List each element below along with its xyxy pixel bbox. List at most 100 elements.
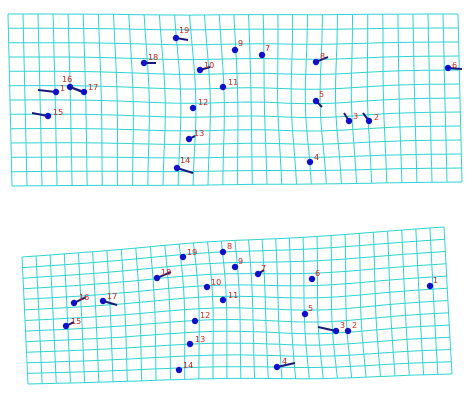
landmark-12: 12 [191, 311, 210, 325]
grid-column-line [207, 241, 214, 379]
landmark-point [312, 97, 320, 105]
landmark-point [219, 248, 227, 256]
landmark-11: 11 [219, 291, 238, 304]
grid-row-line [10, 111, 461, 119]
landmark-label: 17 [88, 83, 98, 92]
landmark-point [345, 117, 353, 125]
landmark-19: 19 [179, 248, 197, 261]
grid-column-line [366, 14, 373, 184]
landmark-label: 11 [228, 291, 238, 300]
landmark-point [306, 158, 314, 166]
landmark-8: 8 [312, 52, 329, 66]
grid-row-line [26, 336, 450, 353]
landmark-label: 4 [314, 153, 319, 162]
deformation-grid [7, 13, 463, 187]
grid-column-line [92, 251, 100, 383]
grid-column-line [82, 14, 88, 186]
landmark-label: 14 [183, 361, 193, 370]
landmark-5: 5 [301, 304, 313, 318]
grid-column-line [248, 239, 256, 379]
landmark-15: 15 [31, 108, 63, 120]
grid-row-line [27, 361, 452, 374]
landmark-point [231, 263, 239, 271]
landmark-label: 12 [200, 311, 210, 320]
landmark-point [258, 51, 266, 59]
landmark-11: 11 [219, 78, 238, 91]
grid-column-line [429, 227, 439, 375]
landmark-point [196, 66, 204, 74]
landmark-label: 9 [238, 257, 243, 266]
grid-column-line [330, 235, 338, 379]
grid-row-line [8, 13, 458, 16]
grid-row-line [10, 125, 461, 132]
landmark-point [179, 253, 187, 261]
landmark-label: 10 [204, 61, 214, 70]
landmark-point [189, 104, 197, 112]
landmark-18: 18 [140, 53, 158, 67]
grid-column-line [382, 14, 388, 183]
landmark-label: 13 [195, 335, 205, 344]
grid-row-line [10, 139, 462, 145]
landmark-point [140, 59, 148, 67]
grid-column-line [457, 13, 463, 183]
landmark-9: 9 [231, 257, 243, 271]
landmark-label: 12 [198, 98, 208, 107]
grid-column-line [149, 246, 157, 381]
landmark-13: 13 [185, 129, 204, 143]
grid-column-line [350, 14, 357, 184]
landmark-point [203, 283, 211, 291]
landmark-7: 7 [258, 44, 270, 59]
grid-row-line [9, 69, 460, 75]
grid-column-line [37, 13, 43, 186]
landmark-15: 15 [62, 317, 81, 330]
landmark-label: 4 [282, 357, 287, 366]
landmark-point [332, 327, 340, 335]
landmark-1: 1 [426, 276, 438, 290]
grid-column-line [319, 14, 327, 184]
landmark-label: 15 [53, 108, 63, 117]
landmark-label: 5 [319, 90, 324, 99]
grid-column-line [218, 14, 225, 185]
landmark-point [344, 327, 352, 335]
landmark-4: 4 [306, 153, 319, 166]
landmark-6: 6 [308, 269, 320, 283]
grid-column-line [387, 231, 396, 376]
landmark-label: 9 [238, 39, 243, 48]
grid-column-line [7, 13, 13, 187]
grid-column-line [35, 255, 43, 384]
grid-column-line [358, 233, 367, 378]
grid-column-line [128, 14, 134, 186]
grid-column-line [248, 14, 253, 185]
landmark-16: 16 [70, 293, 89, 307]
grid-column-line [262, 14, 268, 185]
grid-column-line [204, 14, 211, 186]
landmark-label: 18 [161, 268, 171, 277]
landmark-point [191, 317, 199, 325]
landmark-point [426, 282, 434, 290]
landmark-label: 8 [320, 52, 325, 61]
landmark-point [99, 297, 107, 305]
landmark-point [52, 88, 60, 96]
grid-column-line [189, 15, 197, 186]
grid-column-line [234, 240, 242, 379]
landmark-point [312, 58, 320, 66]
grid-column-line [316, 236, 324, 379]
landmark-point [219, 83, 227, 91]
grid-row-line [21, 226, 445, 258]
landmark-3: 3 [317, 321, 345, 335]
landmark-label: 5 [308, 304, 313, 313]
grid-column-line [372, 232, 381, 377]
grid-column-line [335, 14, 342, 184]
grid-column-line [106, 250, 114, 382]
grid-row-line [10, 97, 461, 105]
landmark-13: 13 [186, 335, 205, 348]
grid-column-line [412, 14, 418, 183]
grid-column-line [401, 230, 410, 376]
grid-row-line [11, 181, 463, 187]
landmark-label: 7 [265, 44, 270, 53]
landmark-point [70, 299, 78, 307]
landmark-point [231, 46, 239, 54]
